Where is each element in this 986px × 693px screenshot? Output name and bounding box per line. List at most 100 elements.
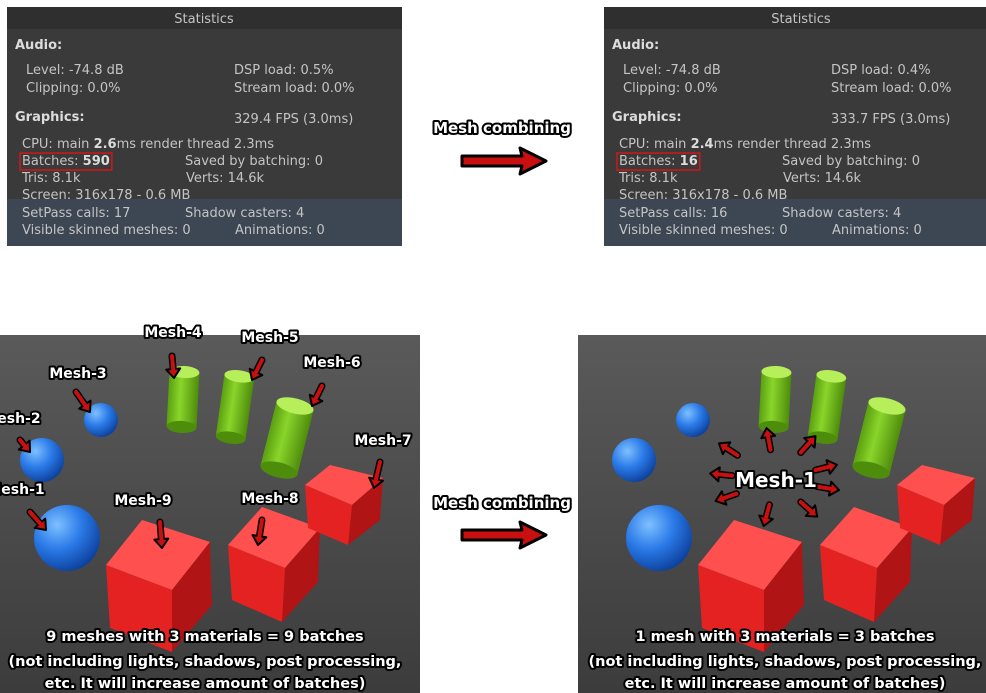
cylinder [215, 370, 255, 444]
mesh-label: Mesh-4 [144, 325, 202, 341]
saved: Saved by batching: 0 [185, 154, 323, 169]
animations: Animations: 0 [235, 223, 325, 238]
sphere [612, 438, 656, 482]
level: Level: -74.8 dB [26, 63, 124, 78]
cylinder-base [166, 420, 197, 434]
title: Statistics [771, 12, 831, 27]
cylinder [758, 365, 792, 434]
cpu-line: CPU: main 2.6ms render thread 2.3ms [22, 137, 274, 152]
sphere [626, 505, 692, 571]
cube-side [282, 528, 320, 622]
pointer [813, 464, 831, 473]
cylinder-body [758, 371, 792, 428]
skinned: Visible skinned meshes: 0 [619, 223, 788, 238]
level: Level: -74.8 dB [623, 63, 721, 78]
cylinder-body [260, 401, 314, 475]
caption-line: etc. It will increase amount of batches) [45, 676, 366, 692]
setpass: SetPass calls: 16 [619, 206, 727, 221]
caption-line: 1 mesh with 3 materials = 3 batches [636, 629, 935, 645]
cube-side [348, 478, 383, 545]
cube-front [820, 545, 877, 622]
cube-top [698, 520, 802, 590]
dsp: DSP load: 0.4% [831, 63, 931, 78]
mesh-label: Mesh-1 [0, 482, 45, 498]
audio-heading: Audio: [612, 38, 659, 53]
caption-line: (not including lights, shadows, post pro… [589, 654, 982, 670]
pointer [170, 354, 176, 372]
mesh-label: Mesh-5 [241, 330, 298, 346]
cpu-value: 2.4 [691, 137, 714, 152]
cylinder-top [816, 370, 847, 383]
mesh-label: Mesh-9 [114, 493, 171, 509]
tris: Tris: 8.1k [618, 171, 678, 186]
cube-front [228, 545, 285, 622]
graphics-heading: Graphics: [15, 110, 85, 125]
cube-top [897, 465, 975, 505]
shadow: Shadow casters: 4 [185, 206, 304, 221]
pointer [257, 518, 264, 539]
batches-highlight [19, 152, 113, 171]
mesh-label-combined: Mesh-1 [735, 468, 817, 492]
pointer [764, 502, 772, 520]
cylinder [166, 365, 200, 434]
pointer [717, 472, 734, 478]
cpu-prefix: CPU: main [22, 137, 94, 152]
cylinder-base [215, 431, 246, 444]
pointer [724, 446, 740, 458]
shadow: Shadow casters: 4 [782, 206, 901, 221]
cpu-prefix: CPU: main [619, 137, 691, 152]
caption-line: (not including lights, shadows, post pro… [9, 654, 402, 670]
cube-front [106, 565, 172, 652]
mesh-label: Mesh-3 [49, 366, 106, 382]
cylinder-top [276, 397, 314, 415]
arrow-label: Mesh combining [433, 119, 571, 137]
cube-top [106, 520, 210, 590]
cylinder-body [166, 371, 200, 428]
dsp: DSP load: 0.5% [234, 63, 334, 78]
cylinder-base [852, 461, 890, 479]
cube-top [305, 465, 383, 505]
cpu-value: 2.6 [94, 137, 117, 152]
cpu-line: CPU: main 2.4ms render thread 2.3ms [619, 137, 871, 152]
batches-value: 590 [83, 154, 110, 169]
mesh-label: Mesh-8 [241, 491, 298, 507]
batches-label: Batches: [22, 154, 83, 169]
cube-front [897, 485, 944, 545]
caption-line: etc. It will increase amount of batches) [625, 676, 946, 692]
cylinder [807, 370, 847, 444]
mesh-label: Mesh-6 [303, 355, 360, 371]
fps: 333.7 FPS (3.0ms) [831, 112, 950, 127]
cube-front [305, 485, 352, 545]
cpu-suffix: ms render thread 2.3ms [714, 137, 872, 152]
sphere [20, 438, 64, 482]
batches-value: 16 [680, 154, 698, 169]
clipping: Clipping: 0.0% [623, 81, 717, 96]
cylinder [260, 397, 314, 479]
verts: Verts: 14.6k [783, 171, 862, 186]
pointer [28, 510, 43, 526]
stream: Stream load: 0.0% [831, 81, 952, 96]
pointer [158, 520, 164, 542]
batches-line: Batches: 590 [22, 154, 110, 169]
caption-line: 9 meshes with 3 materials = 9 batches [46, 629, 363, 645]
cpu-suffix: ms render thread 2.3ms [117, 137, 275, 152]
pointer [815, 484, 833, 491]
pointer [766, 434, 773, 452]
title: Statistics [174, 12, 234, 27]
tris: Tris: 8.1k [21, 171, 81, 186]
cylinder-top [761, 365, 792, 379]
pointer [18, 438, 27, 448]
cylinder-body [807, 374, 847, 440]
verts: Verts: 14.6k [186, 171, 265, 186]
stream: Stream load: 0.0% [234, 81, 355, 96]
cube-front [698, 565, 764, 652]
pointer [74, 390, 87, 407]
batches-highlight [616, 152, 701, 171]
saved: Saved by batching: 0 [782, 154, 920, 169]
stats-lower [7, 199, 402, 246]
cylinder-body [852, 401, 906, 475]
graphics-heading: Graphics: [612, 110, 682, 125]
arrow-label: Mesh combining [433, 494, 571, 512]
sphere [34, 505, 100, 571]
